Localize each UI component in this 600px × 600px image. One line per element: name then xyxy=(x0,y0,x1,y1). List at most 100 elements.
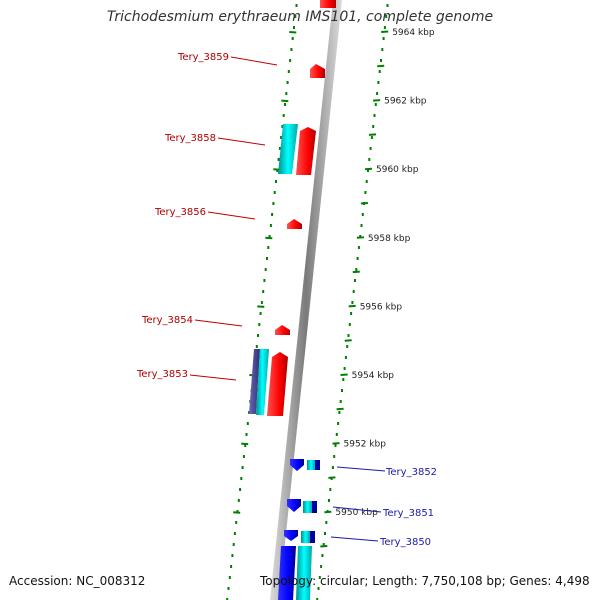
scale-tick-minor xyxy=(360,202,368,205)
guide-dot xyxy=(376,92,379,95)
guide-dot xyxy=(277,158,280,161)
guide-dot xyxy=(368,158,371,161)
scale-tick-inner xyxy=(289,31,297,34)
guide-dot xyxy=(240,477,243,480)
guide-dot xyxy=(369,147,372,150)
leader-tery-3851 xyxy=(332,506,382,513)
gene-tery-3849-cyan[interactable] xyxy=(296,546,312,600)
gene-tery-3852-navy[interactable] xyxy=(315,460,320,470)
scale-tick-minor xyxy=(377,64,385,68)
guide-dot xyxy=(328,499,330,502)
gene-tery-3850[interactable] xyxy=(284,530,298,541)
guide-dot xyxy=(367,169,369,172)
guide-dot xyxy=(293,26,295,29)
scale-tick xyxy=(381,30,389,33)
guide-dot xyxy=(385,15,388,18)
gene-tery-3859[interactable] xyxy=(310,64,325,78)
gene-tery-3849-blue[interactable] xyxy=(278,546,296,600)
guide-dot xyxy=(257,334,259,337)
guide-dot xyxy=(365,180,368,183)
scale-tick-minor xyxy=(336,407,344,411)
guide-dot xyxy=(370,136,373,139)
guide-dot xyxy=(287,70,290,73)
guide-dot xyxy=(331,466,334,469)
backbone-group xyxy=(270,0,342,600)
scale-tick xyxy=(348,304,356,308)
map-title: Trichodesmium erythraeum IMS101, complet… xyxy=(107,9,493,25)
guide-dot xyxy=(278,147,281,150)
gene-tery-3852[interactable] xyxy=(290,459,304,471)
guide-dot xyxy=(241,466,244,469)
guide-dot xyxy=(380,59,382,62)
leader-tery-3856 xyxy=(207,211,256,220)
guide-dot xyxy=(383,26,386,29)
gene-tery-3856[interactable] xyxy=(287,219,302,229)
guide-dot xyxy=(351,301,354,304)
gene-tery-3853[interactable] xyxy=(267,352,288,416)
gene-labels: Tery_3859 Tery_3858 Tery_3856 Tery_3854 … xyxy=(136,52,437,548)
guide-dot xyxy=(233,532,236,535)
guide-dot xyxy=(226,598,229,600)
guide-dot xyxy=(281,125,284,128)
scale-tick-label: 5952 kbp xyxy=(344,440,387,450)
label-tery-3852[interactable]: Tery_3852 xyxy=(385,467,437,478)
leader-lines xyxy=(189,56,386,542)
scale-tick xyxy=(364,167,373,171)
label-tery-3858[interactable]: Tery_3858 xyxy=(164,133,216,144)
gene-tery-3853-cyan[interactable] xyxy=(256,349,269,415)
guide-dot xyxy=(335,433,338,436)
guide-dot xyxy=(348,323,351,326)
leader-tery-3853 xyxy=(189,374,237,381)
gene-tery-3851-navy[interactable] xyxy=(312,501,317,513)
guide-dot xyxy=(354,279,356,282)
guide-dot xyxy=(237,499,240,502)
guide-dot xyxy=(321,554,324,557)
guide-dot xyxy=(284,103,286,106)
label-tery-3851[interactable]: Tery_3851 xyxy=(382,508,434,519)
guide-dot xyxy=(244,444,247,447)
guide-dot xyxy=(361,213,364,216)
guide-dot xyxy=(268,235,271,238)
label-tery-3854[interactable]: Tery_3854 xyxy=(141,315,193,326)
guide-dot xyxy=(339,400,342,403)
guide-dot xyxy=(245,433,248,436)
guide-dot xyxy=(325,521,328,524)
guide-dot xyxy=(344,356,347,359)
guide-dot xyxy=(271,213,274,216)
scale-tick-inner xyxy=(281,99,289,103)
guide-dot xyxy=(337,422,340,425)
scale-tick-minor xyxy=(368,133,377,136)
gene-tery-3858[interactable] xyxy=(296,127,316,175)
scale-tick-label: 5950 kbp xyxy=(335,508,378,518)
gene-tery-3860[interactable] xyxy=(320,0,336,8)
gene-tery-3850-cyan[interactable] xyxy=(301,531,310,543)
guide-dot xyxy=(377,81,380,84)
gene-tery-3850-navy[interactable] xyxy=(310,531,315,543)
guide-dot xyxy=(341,389,343,392)
label-tery-3850[interactable]: Tery_3850 xyxy=(379,537,431,548)
leader-tery-3850 xyxy=(330,536,379,542)
guide-dot xyxy=(295,4,298,7)
scale-tick-label: 5958 kbp xyxy=(368,234,411,244)
guide-dot xyxy=(322,543,325,546)
guide-dot xyxy=(264,268,267,271)
gene-tery-3853-slate[interactable] xyxy=(249,349,260,414)
gene-tery-3852-cyan[interactable] xyxy=(307,460,315,470)
scale-tick-label: 5964 kbp xyxy=(392,28,435,38)
scale-tick-label: 5962 kbp xyxy=(384,97,427,107)
scale-tick-minor xyxy=(352,270,360,274)
label-tery-3859[interactable]: Tery_3859 xyxy=(177,52,229,63)
gene-tery-3858-cyan[interactable] xyxy=(278,124,298,174)
gene-tery-3854[interactable] xyxy=(275,325,290,335)
gene-tery-3851[interactable] xyxy=(287,499,301,512)
guide-dot xyxy=(275,180,277,183)
gene-tery-3851-cyan[interactable] xyxy=(303,501,312,513)
label-tery-3853[interactable]: Tery_3853 xyxy=(136,369,188,380)
guide-dot xyxy=(239,488,242,491)
scale-tick-inner xyxy=(257,305,265,308)
label-tery-3856[interactable]: Tery_3856 xyxy=(154,207,206,218)
scale-tick-inner xyxy=(241,442,249,446)
guide-dot xyxy=(378,70,381,73)
guide-dot xyxy=(280,136,283,139)
leader-tery-3854 xyxy=(194,319,243,327)
